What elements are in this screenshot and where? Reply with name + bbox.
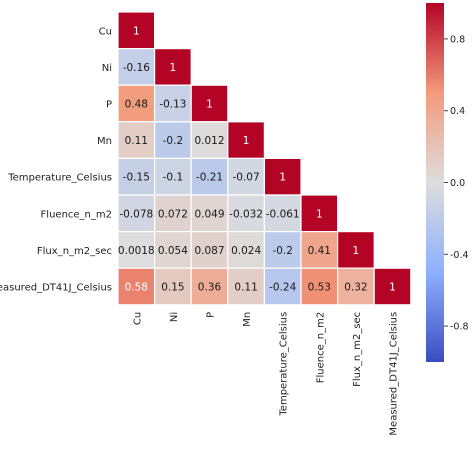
cell-value-label: 0.32 bbox=[344, 282, 367, 294]
cell-value-label: 1 bbox=[170, 62, 177, 74]
heatmap-cell-mn-ni bbox=[154, 121, 192, 160]
heatmap-cell-fluence-n-m2-cu bbox=[117, 194, 156, 233]
cell-value-label: 0.054 bbox=[158, 245, 188, 257]
cell-value-label: 0.11 bbox=[125, 135, 148, 147]
cell-value-label: 0.024 bbox=[231, 245, 261, 257]
y-tick-label: Ni bbox=[102, 63, 112, 74]
heatmap-cell-temperature-celsius-mn bbox=[227, 157, 266, 196]
cell-value-label: 1 bbox=[316, 208, 323, 220]
cell-value-label: -0.16 bbox=[123, 62, 150, 74]
cell-value-label: 0.53 bbox=[308, 282, 331, 294]
cell-value-label: 0.11 bbox=[234, 282, 257, 294]
x-tick-label: Temperature_Celsius bbox=[279, 312, 290, 417]
y-tick-label: Mn bbox=[97, 136, 112, 147]
cell-value-label: 0.087 bbox=[194, 245, 224, 257]
cell-value-label: -0.032 bbox=[229, 208, 263, 220]
cell-value-label: -0.061 bbox=[266, 208, 300, 220]
heatmap-cell-measured-dt41j-celsius-flux-n-m2-sec bbox=[337, 267, 375, 306]
heatmap-cells: 1 -0.16 1 0.48 -0.13 1 0.11 -0.2 0.012 1 -0.15 -0.1… bbox=[117, 11, 412, 306]
colorbar-tick-label: -0.8 bbox=[450, 322, 469, 333]
y-tick-label: P bbox=[106, 100, 112, 111]
cell-value-label: -0.07 bbox=[233, 172, 260, 184]
cell-value-label: 1 bbox=[353, 245, 360, 257]
heatmap-cell-flux-n-m2-sec-cu bbox=[117, 231, 156, 269]
cell-value-label: 1 bbox=[279, 172, 286, 184]
cell-value-label: -0.2 bbox=[272, 245, 293, 257]
colorbar: 0.8 0.4 0.0 -0.4 -0.8 bbox=[426, 3, 469, 362]
heatmap-cell-temperature-celsius-ni bbox=[154, 157, 192, 196]
heatmap-cell-fluence-n-m2-mn bbox=[227, 194, 266, 233]
heatmap-cell-measured-dt41j-celsius-fluence-n-m2 bbox=[300, 267, 339, 306]
heatmap-cell-flux-n-m2-sec-ni bbox=[154, 231, 192, 269]
heatmap-cell-cu-cu bbox=[117, 11, 156, 50]
x-tick-label: Flux_n_m2_sec bbox=[352, 312, 363, 387]
cell-value-label: 0.48 bbox=[125, 99, 148, 111]
heatmap-cell-flux-n-m2-sec-fluence-n-m2 bbox=[300, 231, 339, 269]
cell-value-label: -0.21 bbox=[196, 172, 223, 184]
cell-value-label: 1 bbox=[206, 99, 213, 111]
colorbar-tick-label: 0.0 bbox=[450, 178, 465, 189]
cell-value-label: -0.24 bbox=[269, 282, 296, 294]
colorbar-tick-label: 0.8 bbox=[450, 34, 465, 45]
y-tick-label: Fluence_n_m2 bbox=[41, 209, 112, 220]
x-tick-label: Measured_DT41J_Celsius bbox=[389, 312, 400, 436]
x-tick-label: Fluence_n_m2 bbox=[315, 312, 326, 383]
heatmap-cell-measured-dt41j-celsius-cu bbox=[117, 267, 156, 306]
heatmap-cell-fluence-n-m2-fluence-n-m2 bbox=[300, 194, 339, 233]
cell-value-label: 0.012 bbox=[194, 135, 224, 147]
cell-value-label: -0.078 bbox=[119, 208, 153, 220]
cell-value-label: 1 bbox=[389, 282, 396, 294]
cell-value-label: 1 bbox=[243, 135, 250, 147]
cell-value-label: 0.36 bbox=[198, 282, 222, 294]
cell-value-label: -0.2 bbox=[163, 135, 184, 147]
colorbar-tick-label: -0.4 bbox=[450, 250, 469, 261]
cell-value-label: 0.0018 bbox=[118, 245, 155, 257]
x-tick-label: Mn bbox=[242, 312, 253, 327]
y-tick-label: Measured_DT41J_Celsius bbox=[0, 283, 112, 294]
heatmap-cell-p-p bbox=[190, 84, 229, 123]
cell-value-label: 0.049 bbox=[194, 208, 224, 220]
x-tick-label: P bbox=[206, 312, 217, 318]
heatmap-cell-ni-cu bbox=[117, 47, 156, 86]
cell-value-label: 0.15 bbox=[161, 282, 184, 294]
cell-value-label: -0.15 bbox=[123, 172, 150, 184]
y-tick-labels: Cu Ni P Mn Temperature_Celsius Fluence_n_m2 Fl… bbox=[0, 26, 112, 293]
heatmap-cell-fluence-n-m2-temperature-celsius bbox=[263, 194, 302, 233]
x-tick-label: Ni bbox=[169, 312, 180, 322]
cell-value-label: -0.13 bbox=[159, 99, 186, 111]
y-tick-label: Flux_n_m2_sec bbox=[37, 246, 112, 257]
x-tick-labels: Cu Ni P Mn Temperature_Celsius Fluence_n_m2 Fl… bbox=[132, 312, 399, 436]
y-tick-label: Cu bbox=[99, 26, 112, 37]
heatmap-cell-measured-dt41j-celsius-p bbox=[190, 267, 229, 306]
x-tick-label: Cu bbox=[132, 312, 143, 325]
colorbar-tick-label: 0.4 bbox=[450, 106, 465, 117]
colorbar-gradient bbox=[426, 3, 444, 362]
heatmap-cell-fluence-n-m2-ni bbox=[154, 194, 192, 233]
heatmap-cell-mn-mn bbox=[227, 121, 266, 160]
cell-value-label: -0.1 bbox=[163, 172, 184, 184]
cell-value-label: 0.072 bbox=[158, 208, 188, 220]
heatmap-cell-measured-dt41j-celsius-measured-dt41j-celsius bbox=[373, 267, 412, 306]
cell-value-label: 0.41 bbox=[308, 245, 331, 257]
y-tick-label: Temperature_Celsius bbox=[7, 173, 112, 184]
cell-value-label: 1 bbox=[133, 25, 140, 37]
cell-value-label: 0.58 bbox=[125, 282, 148, 294]
